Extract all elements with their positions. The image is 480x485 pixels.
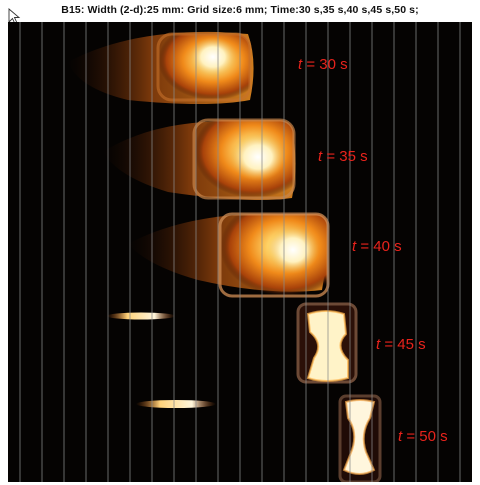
- time-label-35s: t = 35 s: [318, 148, 368, 165]
- flame-frame-40s: [128, 212, 330, 298]
- grid-lines: [19, 22, 461, 482]
- time-label-40s: t = 40 s: [352, 238, 402, 255]
- time-label-45s: t = 45 s: [376, 336, 426, 353]
- flame-frame-30s: [68, 31, 254, 104]
- flame-spread-photo: t = 30 s t = 35 s t = 40 s t = 45 s t = …: [8, 22, 472, 482]
- flame-frame-50s: [136, 394, 382, 482]
- flame-frame-35s: [103, 118, 296, 200]
- image-title: B15: Width (2-d):25 mm: Grid size:6 mm; …: [61, 4, 419, 16]
- flame-sequence-image: [19, 22, 461, 482]
- time-label-50s: t = 50 s: [398, 428, 448, 445]
- flame-frame-45s: [107, 302, 358, 384]
- time-label-30s: t = 30 s: [298, 56, 348, 73]
